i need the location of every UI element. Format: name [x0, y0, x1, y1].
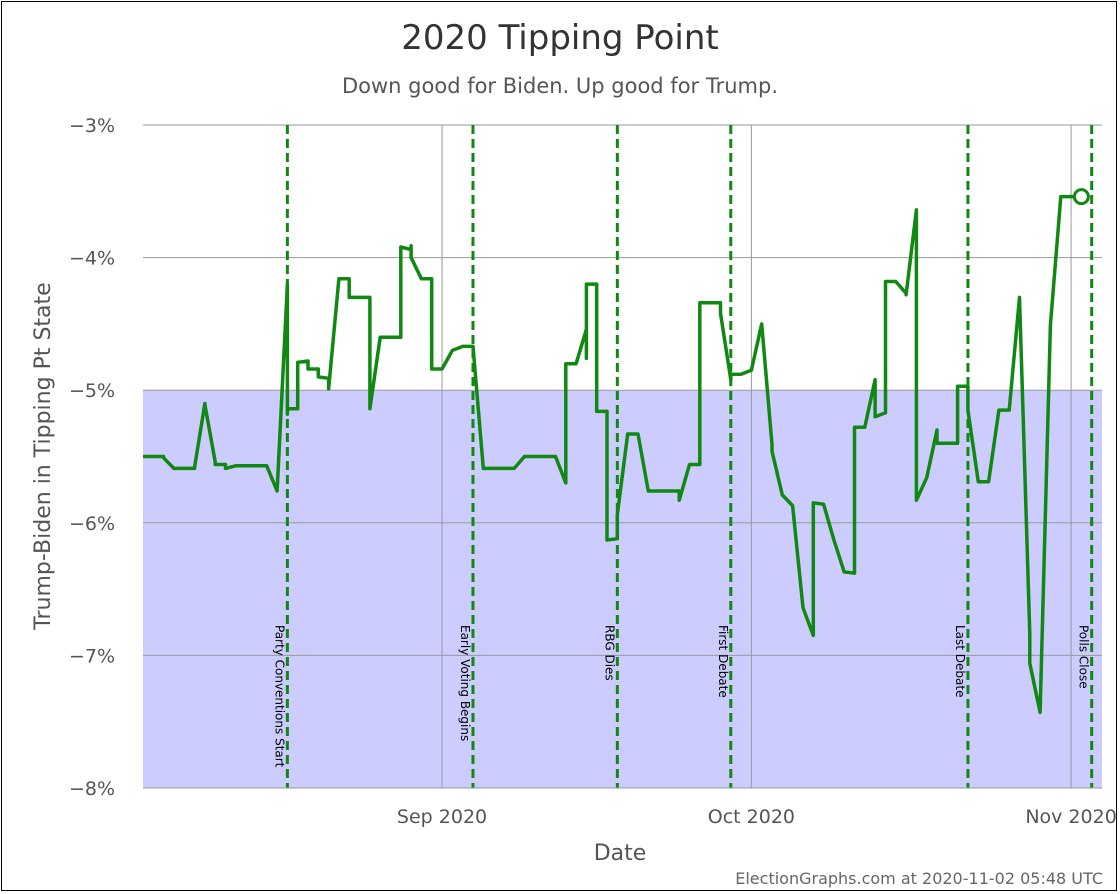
- y-tick-label: −8%: [69, 778, 115, 800]
- y-tick-label: −6%: [69, 513, 115, 535]
- chart-subtitle: Down good for Biden. Up good for Trump.: [342, 74, 778, 98]
- credit-text: ElectionGraphs.com at 2020-11-02 05:48 U…: [735, 869, 1103, 888]
- x-tick-label: Nov 2020: [1025, 806, 1116, 828]
- y-tick-label: −3%: [69, 115, 115, 137]
- y-axis-label: Trump-Biden in Tipping Pt State: [31, 282, 56, 630]
- chart-title: 2020 Tipping Point: [401, 18, 718, 58]
- x-axis-label: Date: [594, 841, 647, 866]
- plot-area: −3% −4% −5% −6% −7% −8% Sep 2020 Oct 2020 Nov 20…: [69, 115, 1117, 828]
- y-tick-label: −7%: [69, 645, 115, 667]
- event-label: Early Voting Begins: [458, 625, 472, 741]
- event-label: RBG Dies: [602, 625, 616, 681]
- current-value-marker: [1072, 188, 1090, 206]
- event-label: Party Conventions Start: [272, 625, 286, 768]
- event-label: First Debate: [716, 625, 730, 698]
- x-tick-label: Sep 2020: [397, 806, 487, 828]
- biden-region: [143, 390, 1102, 788]
- x-tick-label: Oct 2020: [708, 806, 795, 828]
- y-tick-label: −5%: [69, 380, 115, 402]
- event-label: Polls Close: [1077, 625, 1091, 689]
- event-label: Last Debate: [953, 625, 967, 698]
- series-line: [143, 194, 1082, 715]
- y-tick-label: −4%: [69, 248, 115, 270]
